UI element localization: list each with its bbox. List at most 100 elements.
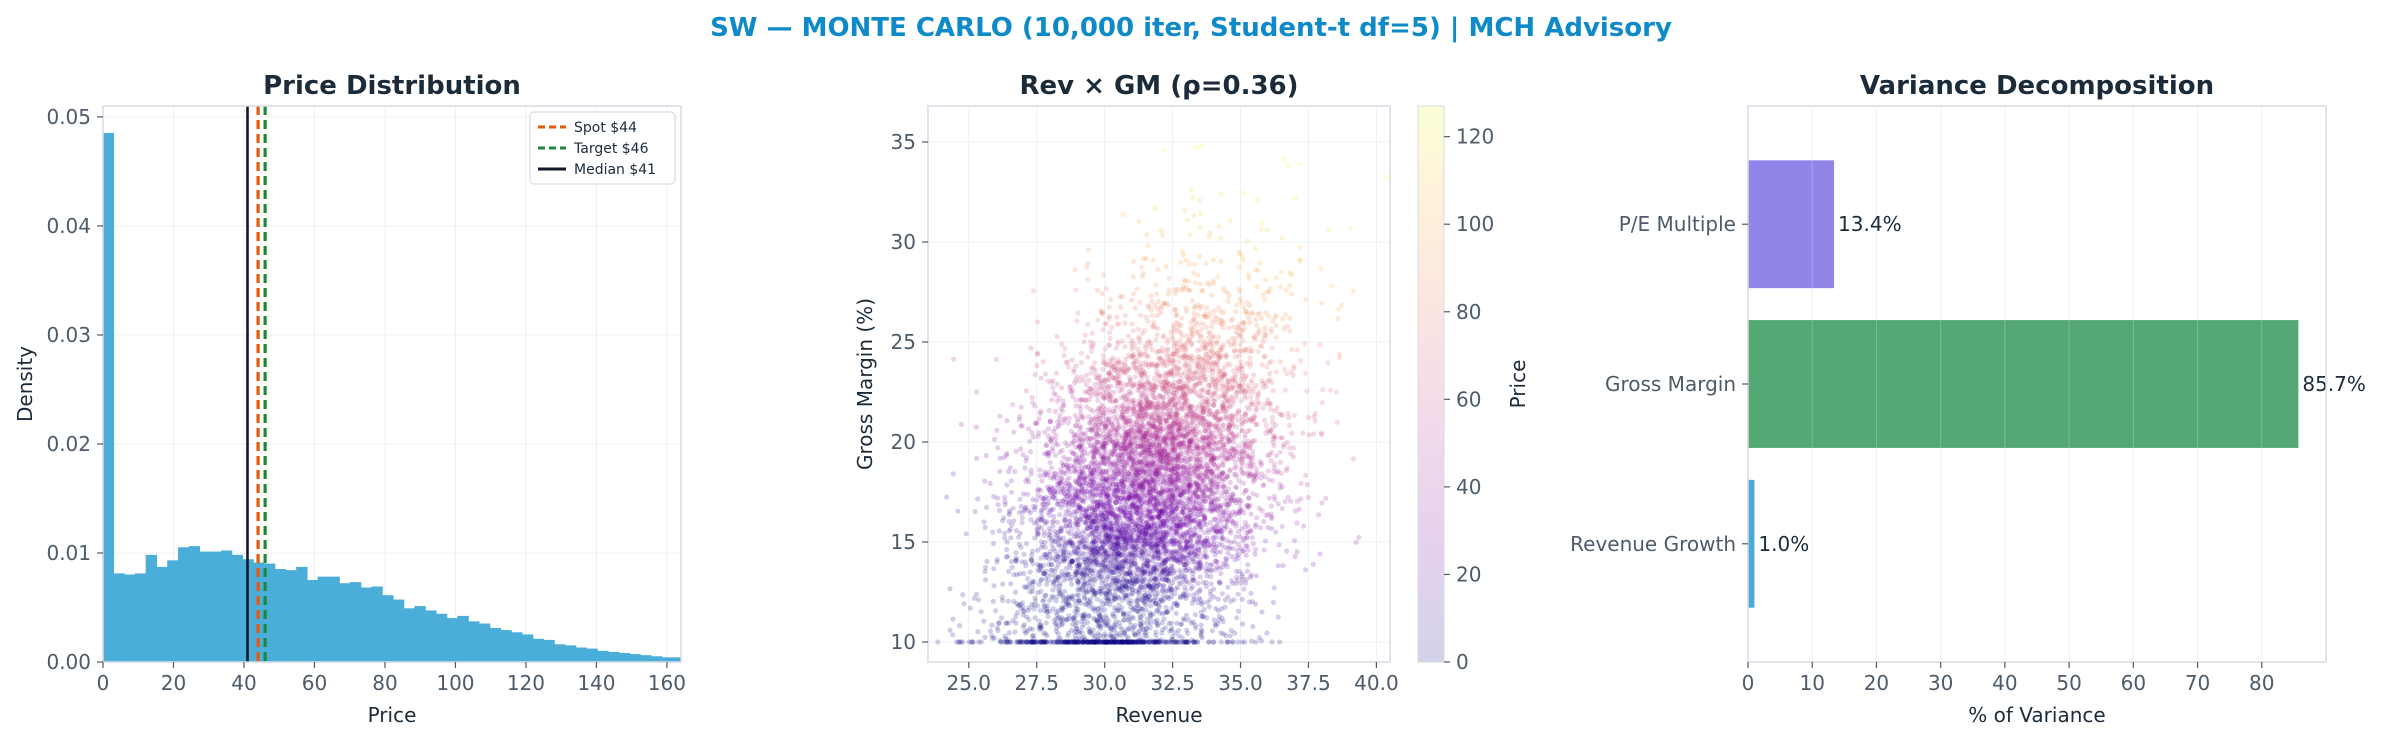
scatter-point [1226, 325, 1232, 331]
scatter-point [1127, 406, 1133, 412]
scatter-point [1289, 346, 1295, 353]
scatter-point [1176, 627, 1182, 634]
scatter-point [1206, 354, 1212, 360]
scatter-point [1287, 270, 1294, 276]
scatter-point [1101, 413, 1107, 420]
scatter-point [1063, 502, 1069, 508]
scatter-point [1180, 488, 1186, 494]
scatter-point [1016, 509, 1023, 516]
histogram-bar [145, 554, 158, 663]
scatter-point [1122, 382, 1129, 388]
scatter-point [1218, 416, 1224, 422]
scatter-point [1131, 258, 1137, 264]
scatter-point [1268, 503, 1275, 509]
scatter-point [1173, 347, 1179, 354]
scatter-point [1333, 389, 1339, 395]
scatter-point [1184, 424, 1190, 430]
histogram-bar [113, 573, 125, 663]
scatter-point [1143, 349, 1149, 355]
scatter-point [1172, 411, 1178, 418]
scatter-point [1231, 471, 1237, 477]
scatter-point [1018, 404, 1024, 410]
scatter-point [1010, 505, 1016, 511]
scatter-point [1209, 324, 1215, 330]
histogram-bar [446, 618, 459, 663]
scatter-point [1037, 639, 1043, 645]
scatter-point [1083, 545, 1089, 551]
scatter-point [994, 625, 1000, 631]
scatter-point [1253, 408, 1259, 414]
scatter-point [1025, 607, 1031, 614]
price-y-tick-label: 0.02 [46, 432, 91, 456]
scatter-point [1171, 328, 1177, 334]
scatter-point [1279, 235, 1285, 241]
scatter-point [1287, 315, 1293, 321]
scatter-point [1155, 464, 1161, 471]
scatter-point [1230, 423, 1236, 429]
scatter-point [1061, 352, 1067, 359]
scatter-point [1054, 381, 1060, 387]
scatter-point [1350, 456, 1357, 462]
histogram-bar [177, 547, 190, 663]
scatter-point [1273, 322, 1279, 329]
scatter-point [1107, 602, 1113, 608]
scatter-point [987, 480, 993, 487]
scatter-point [1177, 539, 1183, 545]
scatter-point [1123, 513, 1129, 519]
scatter-point [1191, 212, 1197, 218]
scatter-point [1150, 474, 1156, 480]
scatter-point [989, 622, 995, 628]
scatter-point [1035, 319, 1041, 325]
scatter-point [1234, 615, 1240, 621]
scatter-point [1118, 304, 1124, 310]
scatter-point [960, 592, 966, 598]
scatter-grid [928, 106, 1390, 662]
scatter-point [1180, 439, 1187, 446]
scatter-point [987, 628, 994, 634]
scatter-point [1250, 491, 1256, 497]
scatter-point [1203, 351, 1209, 357]
scatter-point [1251, 415, 1257, 421]
scatter-point [1112, 442, 1118, 448]
scatter-point [1213, 623, 1219, 629]
scatter-point [1233, 568, 1240, 575]
scatter-point [1036, 581, 1042, 587]
scatter-point [1074, 592, 1080, 598]
scatter-point [1210, 257, 1217, 263]
scatter-point [1162, 533, 1168, 539]
scatter-point [1066, 475, 1072, 481]
scatter-point [1047, 533, 1054, 539]
scatter-point [1124, 382, 1130, 388]
scatter-point [1148, 545, 1154, 551]
scatter-point [1155, 266, 1161, 272]
histogram-bar [489, 627, 502, 663]
price-reference-lines [246, 106, 267, 662]
scatter-point [1250, 415, 1256, 421]
scatter-point [996, 507, 1003, 514]
scatter-point [1142, 359, 1148, 365]
scatter-point [1052, 408, 1058, 415]
scatter-point [1239, 596, 1245, 603]
scatter-point [1121, 465, 1127, 471]
legend-entry-label: Target $46 [573, 141, 649, 157]
scatter-point [1120, 212, 1126, 218]
scatter-point [1269, 526, 1275, 532]
scatter-point [1186, 287, 1193, 293]
scatter-point [995, 502, 1001, 508]
scatter-point [1273, 529, 1279, 535]
scatter-point [993, 356, 1000, 362]
scatter-point [1170, 633, 1176, 640]
price-x-tick-label: 140 [577, 671, 615, 695]
scatter-point [1063, 639, 1069, 645]
scatter-point [1066, 522, 1073, 529]
scatter-point [1125, 491, 1132, 497]
histogram-bar [124, 574, 136, 663]
scatter-point [1062, 345, 1068, 352]
scatter-point [1319, 500, 1325, 506]
scatter-point [1050, 587, 1056, 593]
scatter-point [1100, 366, 1106, 372]
scatter-point [1245, 562, 1251, 568]
histogram-bar [468, 621, 480, 663]
scatter-point [1094, 561, 1100, 567]
scatter-point [1215, 380, 1221, 386]
